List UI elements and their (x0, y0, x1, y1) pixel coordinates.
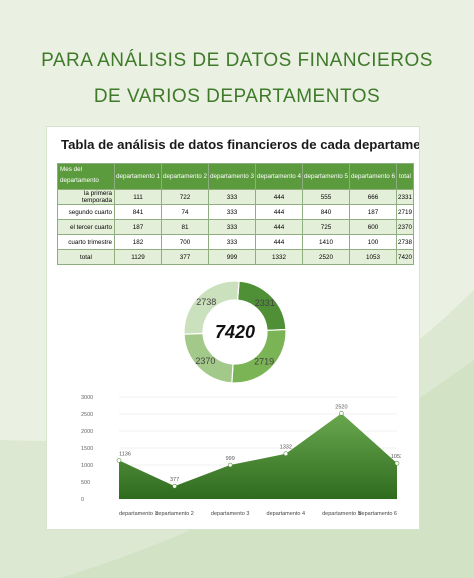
column-header: departamento 1 (114, 163, 162, 190)
donut-slice-label: 2719 (254, 357, 274, 367)
data-label: 1332 (280, 445, 292, 451)
column-header: total (396, 163, 414, 190)
table-row: la primera temporada 111 722 333 444 555… (57, 189, 414, 205)
table-cell: 1053 (349, 249, 397, 265)
spreadsheet-card: Tabla de análisis de datos financieros d… (46, 126, 420, 530)
donut-slice (183, 280, 240, 335)
data-label: 999 (226, 456, 235, 462)
data-point (227, 462, 233, 468)
table-cell: 2719 (396, 204, 414, 220)
data-table: Mes del departamento departamento 1 depar… (57, 163, 414, 265)
table-cell: 444 (255, 234, 303, 250)
data-label: 1053 (391, 454, 401, 460)
row-label: la primera temporada (57, 189, 115, 205)
table-cell: 999 (208, 249, 256, 265)
table-cell: 333 (208, 189, 256, 205)
corner-line-1: Mes del (60, 166, 83, 173)
data-point (339, 411, 344, 416)
table-cell: 74 (161, 204, 209, 220)
sheet-title-text: Tabla de análisis de datos financieros d… (61, 137, 419, 152)
table-cell: 444 (255, 204, 303, 220)
table-cell: 722 (161, 189, 209, 205)
table-cell: 81 (161, 219, 209, 235)
column-header: departamento 2 (161, 163, 209, 190)
column-header: departamento 4 (255, 163, 303, 190)
page-heading-line-2: DE VARIOS DEPARTAMENTOS (93, 86, 381, 107)
area-chart: 0 500 1000 1500 2000 2500 3000 1136 377 999 1332 2… (81, 395, 401, 517)
table-cell: 187 (349, 204, 397, 220)
sheet-title: Tabla de análisis de datos financieros d… (47, 137, 419, 152)
table-cell: 444 (255, 219, 303, 235)
y-tick-label: 2500 (81, 412, 93, 418)
table-cell: 841 (114, 204, 162, 220)
table-cell: 187 (114, 219, 162, 235)
table-row-total: total 1129 377 999 1332 2520 1053 7420 (57, 249, 414, 265)
table-cell: 700 (161, 234, 209, 250)
table-cell: 182 (114, 234, 162, 250)
table-cell: 2331 (396, 189, 414, 205)
table-cell: 2738 (396, 234, 414, 250)
corner-header: Mes del departamento (57, 163, 115, 190)
table-cell: 333 (208, 219, 256, 235)
table-header-row: Mes del departamento departamento 1 depar… (57, 163, 414, 190)
data-label: 1136 (119, 451, 131, 457)
y-tick-label: 2000 (81, 429, 93, 435)
y-tick-label: 500 (81, 480, 90, 486)
table-cell: 377 (161, 249, 209, 265)
column-header: departamento 5 (302, 163, 350, 190)
x-tick-label: departamento 2 (155, 511, 194, 517)
area-series (119, 413, 397, 499)
table-cell: 333 (208, 204, 256, 220)
data-point (283, 451, 289, 457)
table-cell: 7420 (396, 249, 414, 265)
y-tick-label: 3000 (81, 395, 93, 401)
table-cell: 1129 (114, 249, 162, 265)
table-cell: 666 (349, 189, 397, 205)
table-cell: 1332 (255, 249, 303, 265)
data-point (116, 458, 122, 463)
table-cell: 600 (349, 219, 397, 235)
column-header: departamento 6 (349, 163, 397, 190)
table-cell: 555 (302, 189, 350, 205)
table-row: segundo cuarto 841 74 333 444 840 187 27… (57, 204, 414, 220)
table-cell: 2370 (396, 219, 414, 235)
row-label: el tercer cuarto (57, 219, 115, 235)
x-tick-label: departamento 1 (119, 511, 158, 517)
page-heading-line-1: PARA ANÁLISIS DE DATOS FINANCIEROS (41, 50, 433, 71)
data-label: 377 (170, 477, 179, 483)
data-point (394, 460, 400, 466)
x-tick-label: departamento 5 (322, 511, 361, 517)
table-cell: 333 (208, 234, 256, 250)
y-tick-label: 1000 (81, 463, 93, 469)
table-cell: 725 (302, 219, 350, 235)
x-tick-label: departamento 4 (267, 511, 306, 517)
y-tick-label: 1500 (81, 446, 93, 452)
table-row: el tercer cuarto 187 81 333 444 725 600 … (57, 219, 414, 235)
table-cell: 111 (114, 189, 162, 205)
table-cell: 100 (349, 234, 397, 250)
table-cell: 2520 (302, 249, 350, 265)
data-point (172, 483, 177, 489)
donut-center-label: 7420 (215, 322, 255, 342)
y-tick-label: 0 (81, 497, 84, 503)
x-tick-label: departamento 6 (358, 511, 397, 517)
table-cell: 840 (302, 204, 350, 220)
row-label: total (57, 249, 115, 265)
data-label: 2520 (335, 404, 347, 410)
column-header: departamento 3 (208, 163, 256, 190)
donut-slice-label: 2738 (196, 297, 216, 307)
row-label: cuarto trimestre (57, 234, 115, 250)
table-cell: 1410 (302, 234, 350, 250)
table-row: cuarto trimestre 182 700 333 444 1410 10… (57, 234, 414, 250)
donut-slice-label: 2370 (195, 356, 215, 366)
row-label: segundo cuarto (57, 204, 115, 220)
donut-slice-label: 2331 (255, 298, 275, 308)
corner-line-2: departamento (60, 177, 99, 184)
donut-chart: 2331 2719 2370 2738 7420 (183, 280, 287, 384)
table-cell: 444 (255, 189, 303, 205)
x-tick-label: departamento 3 (211, 511, 250, 517)
